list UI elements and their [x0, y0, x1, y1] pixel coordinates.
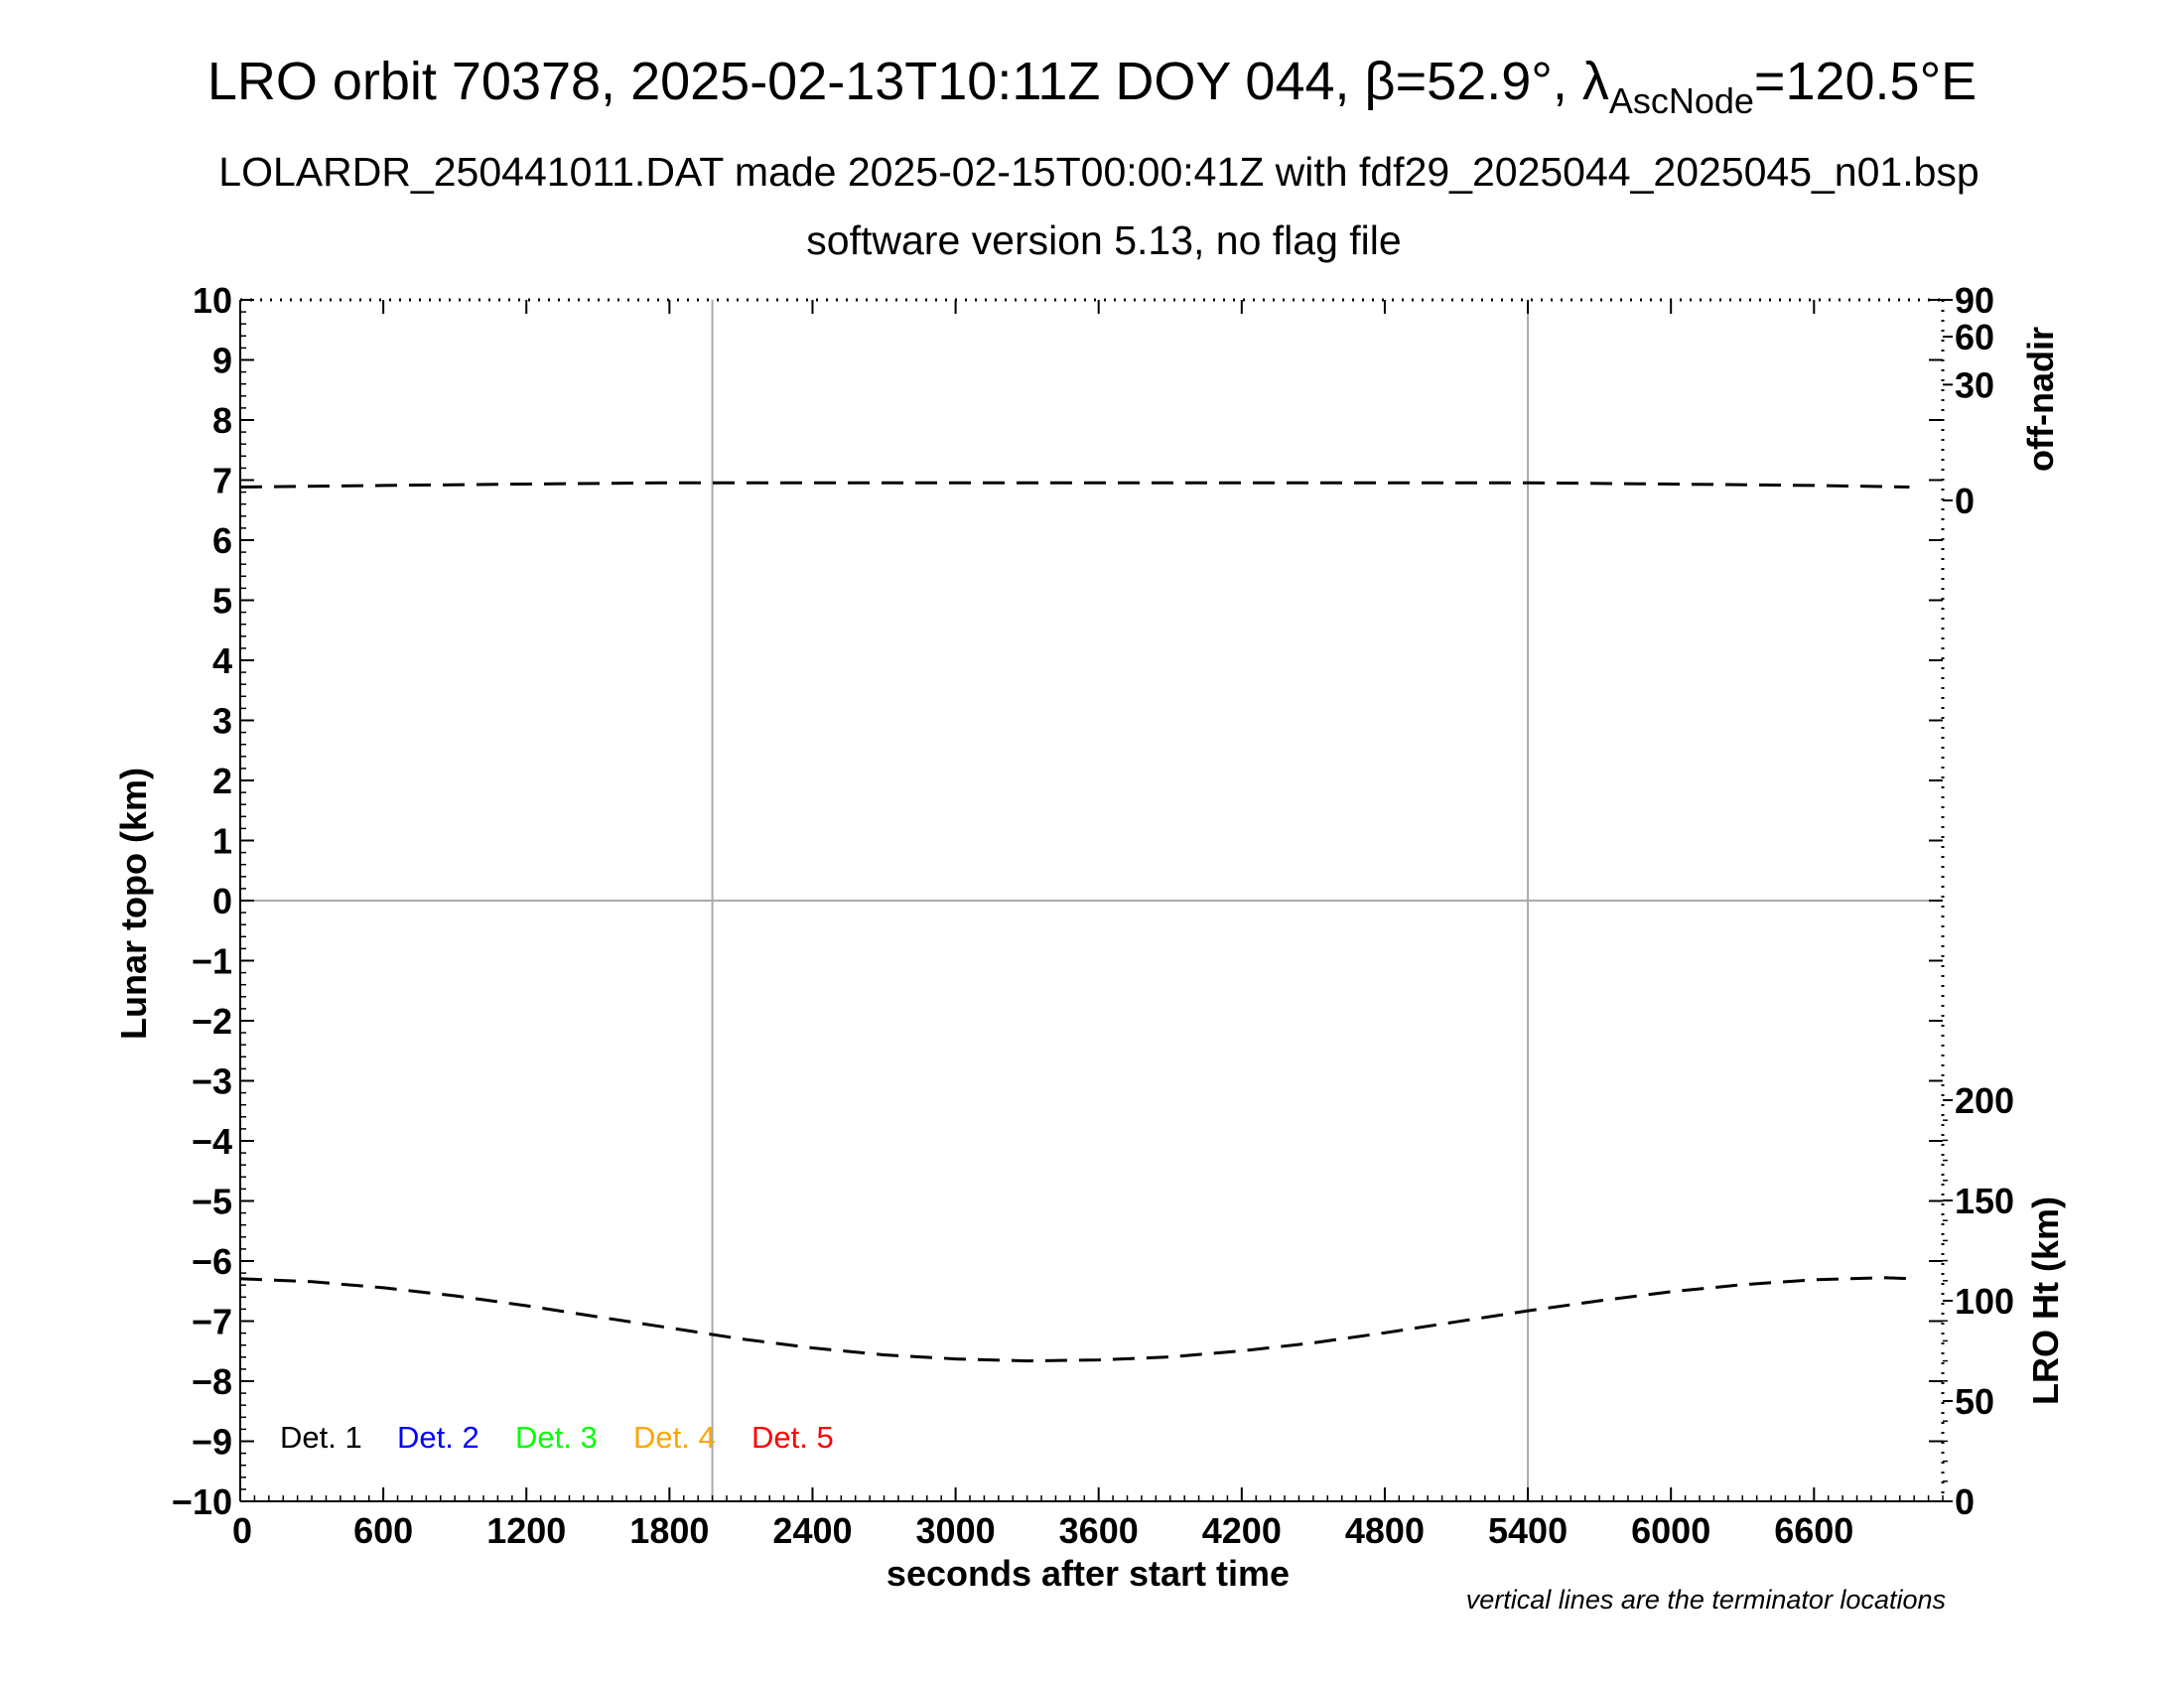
x-tick-label: 3000: [916, 1510, 996, 1551]
x-tick-label: 5400: [1488, 1510, 1568, 1551]
x-tick-label: 6600: [1774, 1510, 1853, 1551]
chart-subtitle-2: software version 5.13, no flag file: [806, 217, 1401, 263]
x-tick-label: 600: [353, 1510, 413, 1551]
y-tick-label: −10: [172, 1481, 232, 1522]
x-tick-label: 1200: [486, 1510, 566, 1551]
x-tick-label: 4800: [1345, 1510, 1425, 1551]
x-tick-label: 0: [232, 1510, 252, 1551]
y-tick-label: −1: [192, 941, 232, 982]
x-tick-label: 1800: [629, 1510, 709, 1551]
height-tick-label: 100: [1955, 1281, 2014, 1322]
y-tick-label: 7: [212, 461, 232, 501]
off-nadir-series-line: [239, 481, 1910, 489]
y-tick-label: −6: [192, 1241, 232, 1282]
y-tick-label: −2: [192, 1001, 232, 1042]
y-tick-label: −9: [192, 1422, 232, 1463]
y-tick-label: 8: [212, 400, 232, 441]
legend-item: Det. 3: [515, 1420, 598, 1455]
y-tick-label: −8: [192, 1361, 232, 1402]
title-suffix: =120.5°E: [1754, 52, 1977, 111]
y-tick-label: −4: [192, 1121, 232, 1162]
y-tick-label: 0: [212, 881, 232, 921]
chart-title: LRO orbit 70378, 2025-02-13T10:11Z DOY 0…: [207, 52, 1977, 121]
y-tick-label: 6: [212, 520, 232, 561]
x-axis-label: seconds after start time: [887, 1553, 1290, 1594]
y-tick-label: 3: [212, 701, 232, 742]
off-nadir-tick-label: 30: [1955, 364, 1994, 405]
y-tick-label: 5: [212, 581, 232, 622]
height-tick-label: 150: [1955, 1181, 2014, 1221]
legend-item: Det. 4: [633, 1420, 716, 1455]
off-nadir-tick-label: 0: [1955, 481, 1975, 521]
y-tick-label: 9: [212, 341, 232, 381]
off-nadir-tick-label: 60: [1955, 317, 1994, 357]
y-tick-label: −7: [192, 1302, 232, 1342]
x-tick-label: 4200: [1202, 1510, 1282, 1551]
legend-item: Det. 1: [280, 1420, 362, 1455]
y-tick-label: −3: [192, 1061, 232, 1102]
height-tick-label: 200: [1955, 1080, 2014, 1121]
height-tick-label: 0: [1955, 1481, 1975, 1522]
x-tick-label: 6000: [1631, 1510, 1710, 1551]
y-tick-label: 10: [193, 280, 232, 321]
lro-height-series-line: [239, 1276, 1910, 1363]
y-tick-label: 4: [212, 640, 232, 681]
legend-item: Det. 5: [751, 1420, 834, 1455]
y-tick-label: 1: [212, 821, 232, 862]
y-axis-label-right-bottom: LRO Ht (km): [2025, 1196, 2066, 1405]
x-tick-label: 3600: [1059, 1510, 1139, 1551]
y-axis-label-right-top: off-nadir: [2020, 327, 2061, 472]
off-nadir-tick-label: 90: [1955, 280, 1994, 321]
terminator-footnote: vertical lines are the terminator locati…: [1466, 1585, 1946, 1615]
y-tick-label: −5: [192, 1182, 232, 1222]
x-tick-label: 2400: [772, 1510, 852, 1551]
title-main: LRO orbit 70378, 2025-02-13T10:11Z DOY 0…: [207, 52, 1609, 111]
chart-subtitle-1: LOLARDR_250441011.DAT made 2025-02-15T00…: [218, 149, 1979, 195]
y-tick-label: 2: [212, 761, 232, 801]
y-axis-label-left: Lunar topo (km): [113, 768, 154, 1040]
legend-item: Det. 2: [397, 1420, 479, 1455]
height-tick-label: 50: [1955, 1381, 1994, 1422]
title-subscript: AscNode: [1609, 80, 1754, 121]
